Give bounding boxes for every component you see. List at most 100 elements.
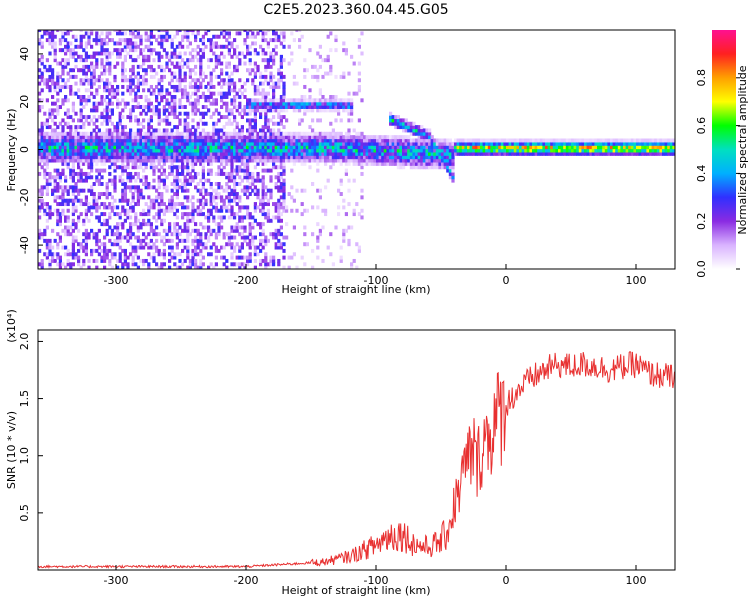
spectrogram-cell	[277, 155, 281, 160]
spectrogram-cell	[157, 58, 161, 63]
spectrogram-cell	[487, 148, 491, 153]
spectrogram-cell	[204, 31, 208, 36]
spectrogram-cell	[576, 148, 580, 153]
spectrogram-cell	[261, 155, 265, 160]
spectrogram-cell	[214, 232, 218, 237]
spectrogram-cell	[64, 225, 68, 230]
spectrogram-cell	[157, 138, 161, 143]
spectrogram-cell	[66, 165, 70, 170]
spectrogram-cell	[370, 155, 374, 160]
spectrogram-cell	[381, 155, 385, 160]
spectrogram-cell	[175, 78, 179, 83]
spectrogram-cell	[71, 141, 75, 146]
spectrogram-cell	[240, 158, 244, 163]
spectrogram-cell	[56, 81, 60, 86]
spectrogram-cell	[261, 222, 265, 227]
spectrogram-cell	[214, 192, 218, 196]
spectrogram-cell	[469, 151, 473, 156]
spectrogram-cell	[48, 115, 52, 120]
spectrogram-cell	[181, 141, 185, 146]
spectrogram-cell	[66, 148, 70, 153]
spectrogram-cell	[69, 84, 73, 89]
spectrogram-cell	[155, 108, 159, 113]
spectrogram-cell	[422, 155, 426, 160]
spectrogram-cell	[472, 141, 476, 146]
spectrogram-cell	[360, 138, 364, 143]
spectrogram-cell	[87, 121, 91, 126]
spectrogram-cell	[222, 95, 226, 99]
spectrogram-cell	[97, 168, 101, 173]
spectrogram-cell	[415, 145, 419, 150]
spectrogram-cell	[136, 101, 140, 106]
spectrogram-cell	[116, 258, 120, 263]
spectrogram-cell	[220, 31, 224, 36]
spectrogram-cell	[344, 48, 348, 53]
spectrogram-cell	[199, 61, 203, 66]
spectrogram-cell	[217, 151, 221, 156]
spectrogram-cell	[243, 135, 247, 140]
spectrogram-cell	[264, 161, 268, 166]
spectrogram-cell	[105, 51, 109, 56]
spectrogram-cell	[183, 228, 187, 233]
spectrogram-cell	[383, 158, 387, 163]
spectrogram-cell	[95, 155, 99, 160]
spectrogram-cell	[480, 145, 484, 150]
spectrogram-cell	[329, 101, 333, 106]
spectrogram-cell	[61, 71, 65, 76]
spectrogram-cell	[170, 98, 174, 103]
spectrogram-cell	[118, 31, 122, 36]
spectrogram-cell	[181, 248, 185, 253]
spectrogram-cell	[152, 74, 156, 79]
spectrogram-cell	[313, 138, 317, 143]
spectrogram-cell	[97, 38, 101, 43]
spectrogram-cell	[207, 155, 211, 160]
spectrogram-cell	[214, 148, 218, 153]
spectrogram-cell	[321, 105, 325, 109]
spectrogram-cell	[381, 145, 385, 150]
spectrogram-cell	[269, 178, 273, 183]
spectrogram-cell	[66, 151, 70, 156]
spectrogram-cell	[560, 141, 564, 146]
spectrogram-cell	[225, 138, 229, 143]
spectrogram-cell	[272, 141, 276, 146]
spectrogram-cell	[126, 171, 130, 176]
spectrogram-cell	[51, 71, 55, 76]
spectrogram-cell	[407, 138, 411, 143]
spectrogram-cell	[272, 31, 276, 36]
spectrogram-cell	[381, 141, 385, 146]
spectrogram-cell	[420, 138, 424, 143]
spectrogram-cell	[347, 111, 351, 116]
spectrogram-cell	[266, 238, 270, 243]
spectrogram-cell	[84, 212, 88, 217]
spectrogram-cell	[420, 151, 424, 156]
spectrogram-cell	[578, 141, 582, 146]
spectrogram-cell	[339, 141, 343, 146]
spectrogram-cell	[305, 141, 309, 146]
spectrogram-cell	[277, 198, 281, 203]
spectrogram-cell	[274, 202, 278, 207]
spectrogram-cell	[160, 30, 164, 33]
spectrogram-cell	[443, 151, 447, 156]
spectrogram-cell	[321, 74, 325, 79]
spectrogram-cell	[175, 84, 179, 89]
spectrogram-cell	[326, 58, 330, 63]
spectrogram-cell	[69, 185, 73, 190]
spectrogram-cell	[181, 165, 185, 170]
spectrogram-cell	[261, 135, 265, 140]
spectrogram-cell	[227, 48, 231, 53]
spectrogram-cell	[381, 151, 385, 156]
spectrogram-cell	[347, 145, 351, 150]
spectrogram-cell	[277, 81, 281, 86]
spectrogram-cell	[103, 138, 107, 143]
spectrogram-cell	[378, 138, 382, 143]
spectrogram-cell	[214, 34, 218, 39]
spectrogram-cell	[222, 155, 226, 160]
spectrogram-cell	[355, 161, 359, 166]
spectrogram-cell	[92, 141, 96, 146]
spectrogram-cell	[277, 215, 281, 220]
spectrogram-cell	[602, 151, 606, 156]
spectrogram-cell	[178, 178, 182, 183]
spectrogram-cell	[329, 252, 333, 257]
spectrogram-cell	[142, 88, 146, 93]
spectrogram-cell	[66, 215, 70, 220]
